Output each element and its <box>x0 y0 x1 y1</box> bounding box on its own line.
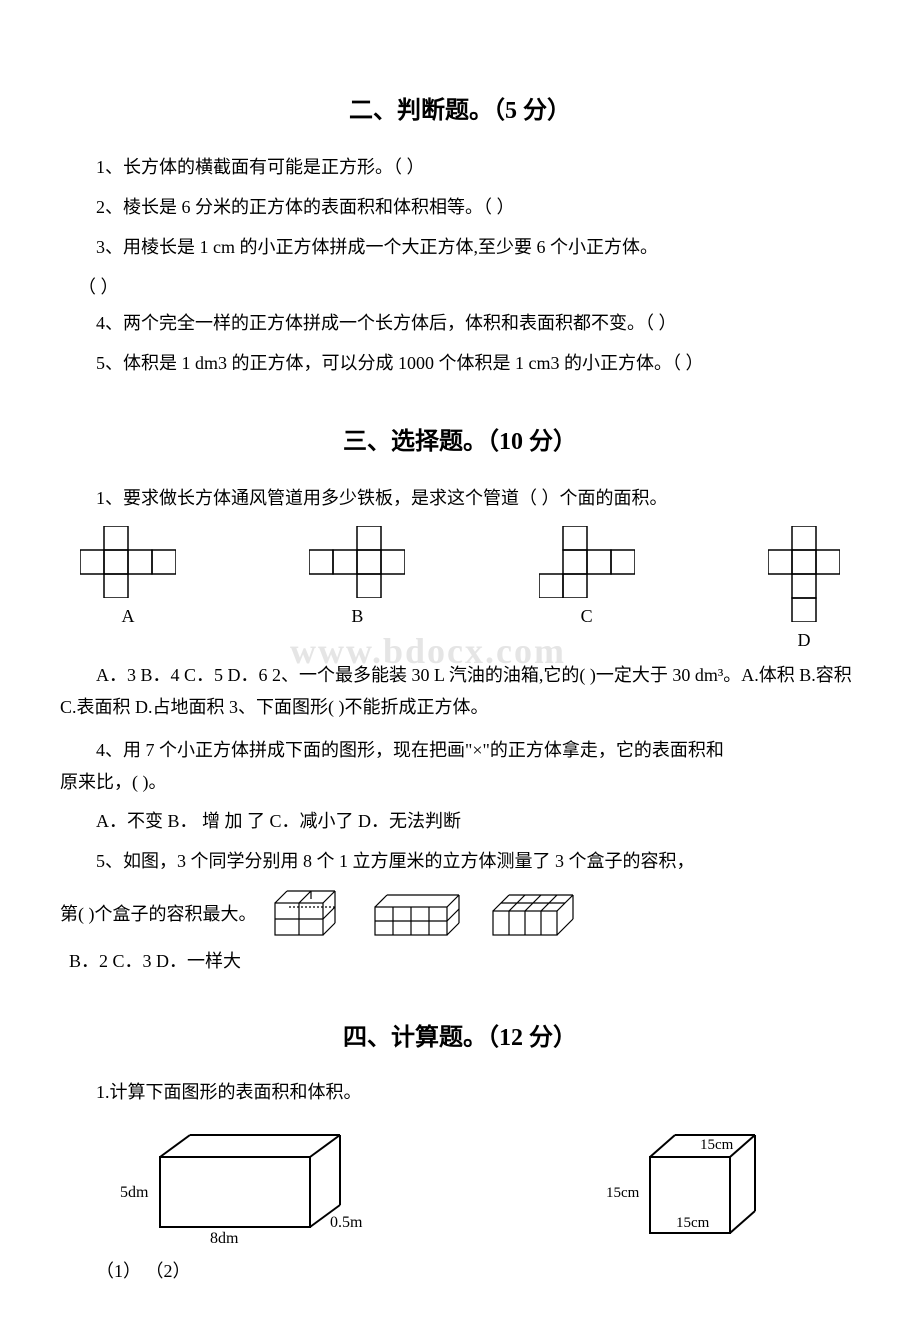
net-d-block: D <box>768 526 840 651</box>
box-3-diagram <box>487 887 577 939</box>
s4-fig-labels: （1） （2） <box>60 1257 860 1283</box>
net-c-diagram <box>539 526 635 598</box>
s3-q5: 5、如图，3 个同学分别用 8 个 1 立方厘米的立方体测量了 3 个盒子的容积… <box>60 843 860 879</box>
s2-q3: 3、用棱长是 1 cm 的小正方体拼成一个大正方体,至少要 6 个小正方体。 <box>60 229 860 265</box>
s3-q5-box-row: 第( )个盒子的容积最大。 <box>60 887 860 939</box>
cube-left-dim: 15cm <box>606 1185 640 1201</box>
s2-q5: 5、体积是 1 dm3 的正方体，可以分成 1000 个体积是 1 cm3 的小… <box>60 345 860 381</box>
section-4-title: 四、计算题。（12 分） <box>60 1017 860 1052</box>
cuboid-left-dim: 5dm <box>120 1184 149 1201</box>
cube-figure: 15cm 15cm 15cm <box>600 1127 800 1247</box>
cube-top-dim: 15cm <box>700 1137 734 1153</box>
section-3-title: 三、选择题。（10 分） <box>60 421 860 456</box>
net-d-diagram <box>768 526 840 622</box>
s4-q1: 1.计算下面图形的表面积和体积。 <box>60 1076 860 1108</box>
s3-q1: 1、要求做长方体通风管道用多少铁板，是求这个管道（ ）个面的面积。 <box>60 480 860 516</box>
net-c-label: C <box>581 606 593 627</box>
box-2-diagram <box>367 887 467 939</box>
cuboid-bottom-dim: 8dm <box>210 1230 239 1247</box>
s3-q4-options: A．不变 B． 增 加 了 C．减小了 D．无法判断 <box>60 805 860 837</box>
net-c-block: C <box>539 526 635 651</box>
net-a-diagram <box>80 526 176 598</box>
box-diagrams-container <box>267 887 577 939</box>
s3-q1-combined: A．3 B．4 C．5 D．6 2、一个最多能装 30 L 汽油的油箱,它的( … <box>60 659 860 724</box>
net-b-diagram <box>309 526 405 598</box>
net-d-label: D <box>797 630 810 651</box>
net-b-block: B <box>309 526 405 651</box>
cube-nets-row: A B <box>80 526 840 651</box>
section-2-title: 二、判断题。（5 分） <box>60 90 860 125</box>
s2-q2: 2、棱长是 6 分米的正方体的表面积和体积相等。（ ） <box>60 189 860 225</box>
net-a-label: A <box>122 606 135 627</box>
calc-figures-row: 5dm 8dm 0.5m 15cm 15cm 15cm <box>120 1127 800 1247</box>
net-b-label: B <box>351 606 363 627</box>
cube-bottom-dim: 15cm <box>676 1215 710 1231</box>
s3-q4-line1: 4、用 7 个小正方体拼成下面的图形，现在把画"×"的正方体拿走，它的表面积和 <box>60 734 860 766</box>
net-a-block: A <box>80 526 176 651</box>
s2-q4: 4、两个完全一样的正方体拼成一个长方体后，体积和表面积都不变。（ ） <box>60 305 860 341</box>
s3-q5-options: B．2 C．3 D．一样大 <box>60 945 860 977</box>
s3-q5-prefix: 第( )个盒子的容积最大。 <box>60 900 257 926</box>
s2-q1: 1、长方体的横截面有可能是正方形。（ ） <box>60 149 860 185</box>
s3-q4-line2: 原来比，( )。 <box>60 766 860 798</box>
s2-q3-blank: （ ） <box>60 269 860 305</box>
box-1-diagram <box>267 887 347 939</box>
cuboid-right-dim: 0.5m <box>330 1214 363 1231</box>
cuboid-figure: 5dm 8dm 0.5m <box>120 1127 380 1247</box>
